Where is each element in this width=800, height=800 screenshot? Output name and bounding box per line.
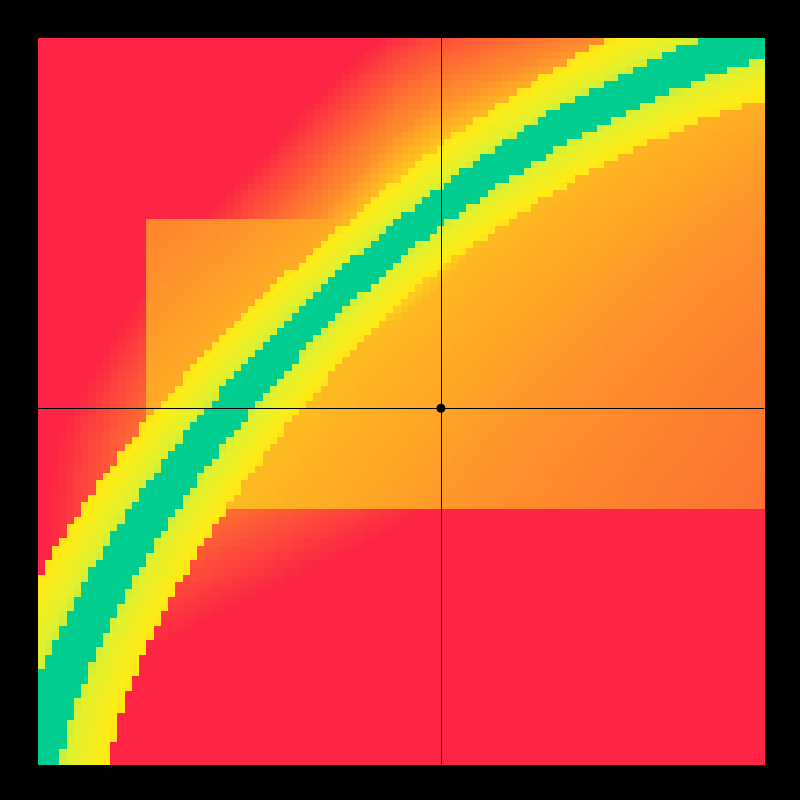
crosshair-overlay	[0, 0, 800, 800]
